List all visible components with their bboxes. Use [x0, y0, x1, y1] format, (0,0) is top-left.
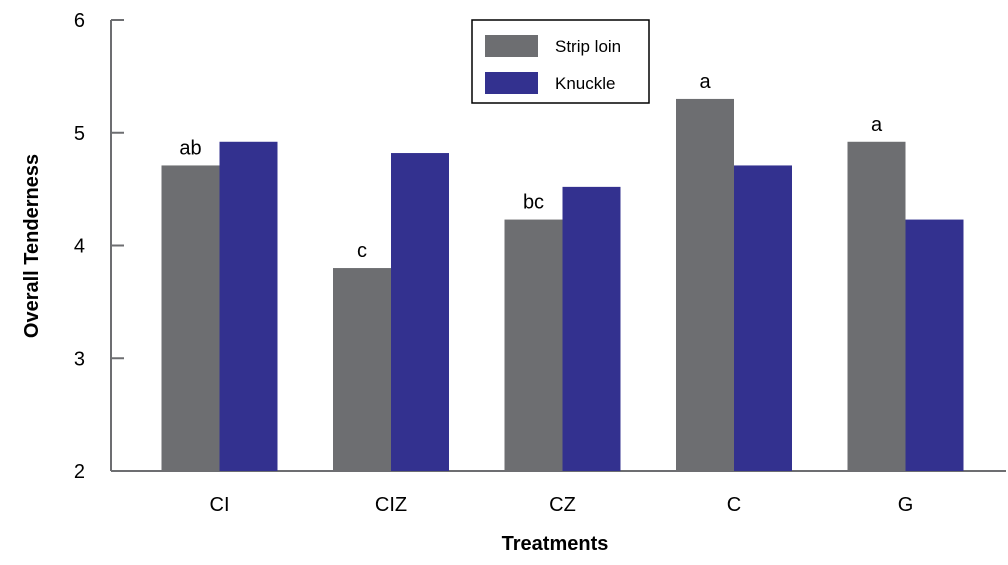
annotation-ci: ab	[179, 137, 201, 159]
y-tick-label: 2	[74, 461, 85, 483]
x-axis-title: Treatments	[502, 533, 609, 555]
bar-ciz-strip-loin	[333, 268, 391, 471]
annotation-g: a	[871, 114, 883, 136]
x-tick-label-cz: CZ	[549, 494, 576, 516]
bar-c-strip-loin	[676, 98, 734, 472]
bar-cz-strip-loin	[504, 219, 563, 471]
bar-c-knuckle	[734, 165, 792, 471]
bar-g-strip-loin	[847, 141, 906, 471]
x-tick-labels: CI CIZ CZ C G	[210, 494, 914, 516]
bar-ciz-knuckle	[391, 153, 449, 472]
y-tick-label: 5	[74, 123, 85, 145]
annotation-c: a	[699, 71, 711, 93]
x-tick-label-ci: CI	[210, 494, 230, 516]
legend-swatch-knuckle	[485, 72, 538, 94]
x-tick-label-c: C	[727, 494, 741, 516]
y-ticks: 2 3 4 5 6	[74, 10, 124, 483]
bar-ci-knuckle	[219, 141, 278, 471]
bar-ci-strip-loin	[161, 165, 220, 471]
legend-label-strip-loin: Strip loin	[555, 37, 621, 56]
legend: Strip loin Knuckle	[471, 19, 650, 104]
bar-cz-knuckle	[562, 186, 621, 471]
x-tick-label-g: G	[898, 494, 914, 516]
legend-swatch-strip-loin	[485, 35, 538, 57]
bars	[161, 98, 964, 472]
x-tick-label-ciz: CIZ	[375, 494, 407, 516]
legend-label-knuckle: Knuckle	[555, 74, 615, 93]
annotation-cz: bc	[523, 192, 544, 214]
y-tick-label: 3	[74, 348, 85, 370]
y-axis-title: Overall Tenderness	[21, 154, 43, 338]
significance-letters: ab c bc a a	[179, 71, 883, 262]
bar-g-knuckle	[905, 219, 964, 471]
y-tick-label: 6	[74, 10, 85, 32]
y-tick-label: 4	[74, 236, 85, 258]
annotation-ciz: c	[357, 240, 367, 262]
